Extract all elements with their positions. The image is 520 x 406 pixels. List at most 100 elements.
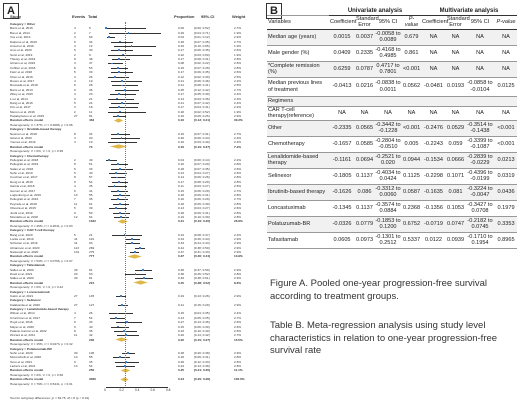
ci-value: [0.09; 0.26] [194,114,210,119]
ci-value: [0.08; 0.47] [194,232,210,237]
events-value: 20 [74,271,78,276]
value-cell [465,96,495,107]
value-cell: 0.1071 [446,168,465,185]
weight-value: 2.4% [234,92,242,97]
study-label: Grial et al, 2020 [10,136,32,141]
heterogeneity-label: Heterogeneity: I² = 0%, τ² = 0, p = 0.95 [10,149,64,154]
total-value: 127 [89,302,95,307]
value-cell: NA [465,45,495,62]
events-value: 27 [74,114,78,119]
proportion-value: 0.20 [178,337,185,342]
events-value: 8 [74,328,76,333]
ci-value: [0.04; 0.27] [194,171,210,176]
events-value: 4 [74,184,76,189]
ci-line [109,208,127,210]
ci-value: [0.38; 0.61] [194,276,210,281]
proportion-value: 0.33 [178,241,185,246]
study-square [122,330,125,332]
events-value: 4 [74,311,76,316]
events-value: 27 [74,293,78,298]
value-cell: 0.6752 [402,216,421,233]
value-cell: 0.086 [355,184,374,201]
ci-value: [0.00; 0.14] [194,157,210,162]
total-value: 55 [89,355,93,360]
ci-value: [0.16; 0.26] [194,219,210,224]
weight-value: 2.2% [234,157,242,162]
total-value: 30 [89,48,93,53]
value-cell: -0.0413 [329,77,355,97]
total-value: 1022 [89,219,96,224]
events-value: 12 [74,214,78,219]
value-cell: 0.0193 [446,77,465,97]
table-row: Median age (years) 0.0015 0.0037 -0.0058 to… [267,29,518,46]
weight-value: 2.7% [234,315,242,320]
overall-reference-line [124,22,126,386]
total-value: 49 [89,157,93,162]
events-value: 3 [74,35,76,40]
proportion-value: 0.12 [178,74,185,79]
proportion-value: 0.15 [178,65,185,70]
weight-value: 2.7% [234,197,242,202]
ci-value: [0.06; 0.44] [194,136,210,141]
study-label: Rosen et al, 2017 [10,79,35,83]
ci-line [110,177,127,179]
col-p-multi: P-value [495,15,518,30]
events-value: 11 [74,201,78,206]
proportion-value: 0.15 [178,188,185,193]
weight-value: 2.5% [234,184,242,189]
study-square [119,211,121,214]
events-value: 31 [74,241,78,246]
events-value: 4 [74,26,76,31]
value-cell: <0.001 [495,136,518,153]
ci-line [110,50,134,52]
total-value: 37 [89,61,93,66]
total-value: 42 [89,333,93,338]
value-cell: 0.861 [402,45,421,62]
ci-line [109,313,134,315]
value-cell [495,96,518,107]
total-value: 81 [89,114,93,119]
weight-value: 2.9% [234,114,242,119]
total-value: 69 [89,35,93,40]
header-study: Study [10,14,22,19]
study-label: Li et al, 2014 [10,96,28,101]
ci-line [115,361,140,363]
study-label: Ansell et al, 2016 [10,43,34,48]
weight-value: 1.9% [234,109,242,114]
value-cell: -0.1710 to 0.1954 [465,232,495,249]
value-cell: 0.0037 [355,29,374,46]
total-value: 35 [89,359,93,364]
proportion-value: 0.15 [178,311,185,316]
ci-line [107,76,130,78]
events-value: 6 [74,39,76,44]
proportion-value: 0.18 [178,355,185,360]
total-value: 53 [89,65,93,70]
col-coefficient-uni: Coefficient [329,15,356,30]
weight-value: 2.8% [234,175,242,180]
ci-value: [0.13; 0.38] [194,364,210,369]
study-square [119,202,121,205]
table-row: Regimens [267,96,518,107]
proportion-value: 0.18 [178,39,185,44]
ci-line [112,195,131,197]
multivariate-header: Multivariate analysis [421,8,518,16]
weight-value: 1.9% [234,30,242,35]
value-cell: NA [421,29,446,46]
category-label: Category = Other [10,22,36,26]
value-cell: -0.3312 to 0.0060 [374,184,402,201]
value-cell: -0.1161 [329,152,355,169]
study-square [119,356,121,359]
ci-value: [0.20; 0.28] [194,377,210,382]
value-cell: NA [329,106,355,121]
proportion-value: 0.18 [178,166,185,171]
study-label: Dang et al, 2016 [10,100,33,105]
proportion-value: 0.14 [178,96,185,101]
proportion-value: 0.04 [178,35,185,40]
value-cell: NA [465,106,495,121]
value-cell: 0.0939 [446,232,465,249]
study-square [121,84,124,87]
events-value: 5 [74,171,76,176]
proportion-value: 0.11 [178,184,184,189]
table-row: Chemotherapy -0.1657 0.0585 -0.2804 to -0.0… [267,136,518,153]
ci-line [109,94,137,96]
